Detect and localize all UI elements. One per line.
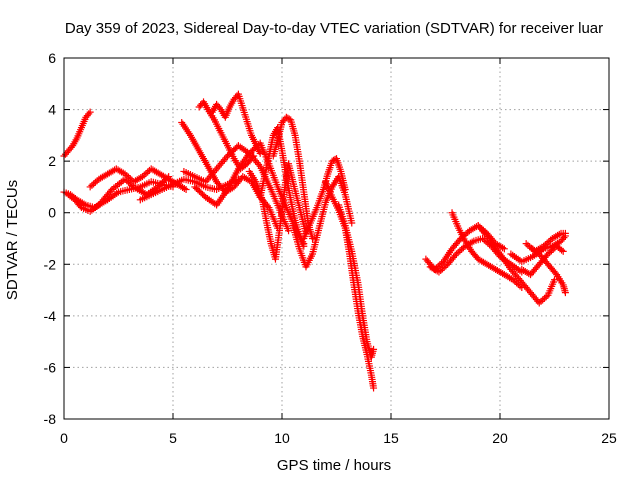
y-tick-label: -2 [44, 256, 57, 272]
y-axis-label: SDTVAR / TECUs [4, 180, 21, 300]
x-tick-label: 10 [274, 430, 290, 446]
ticks: 0 5 10 15 20 25 -8 -6 -4 -2 0 2 4 6 [44, 50, 617, 446]
series-markers [335, 201, 378, 361]
series-markers [474, 222, 558, 307]
series-markers [256, 124, 308, 250]
series-markers [300, 155, 349, 242]
chart-title: Day 359 of 2023, Sidereal Day-to-day VTE… [65, 20, 603, 37]
plot-frame [63, 57, 610, 420]
series-markers [518, 242, 567, 279]
series-markers [208, 90, 264, 157]
series-arc-12 [256, 124, 308, 250]
series-arc-08 [208, 90, 264, 157]
series-arc-21 [474, 222, 558, 307]
x-axis-label: GPS time / hours [277, 457, 391, 474]
series-arc-15 [300, 155, 349, 242]
series-markers [289, 173, 356, 271]
y-tick-label: -6 [44, 359, 57, 375]
x-tick-label: 20 [492, 430, 508, 446]
y-tick-label: 6 [48, 50, 56, 66]
series-arc-01 [60, 108, 94, 160]
x-tick-label: 15 [383, 430, 399, 446]
series-arc-07 [195, 98, 258, 173]
y-tick-label: -4 [44, 308, 57, 324]
x-tick-label: 5 [169, 430, 177, 446]
series-markers [136, 175, 242, 204]
series-markers [60, 108, 94, 160]
x-tick-label: 25 [601, 430, 617, 446]
data-layer [60, 90, 569, 392]
series-arc-17 [335, 201, 378, 361]
series-arc-25 [522, 229, 569, 255]
series-arc-20 [448, 209, 526, 291]
grid [64, 58, 609, 419]
x-tick-label: 0 [60, 430, 68, 446]
y-tick-label: 0 [48, 205, 56, 221]
y-tick-label: 4 [48, 102, 56, 118]
y-tick-label: -8 [44, 411, 57, 427]
series-markers [448, 209, 526, 291]
series-arc-14 [289, 173, 356, 271]
y-tick-label: 2 [48, 153, 56, 169]
series-markers [522, 229, 569, 255]
